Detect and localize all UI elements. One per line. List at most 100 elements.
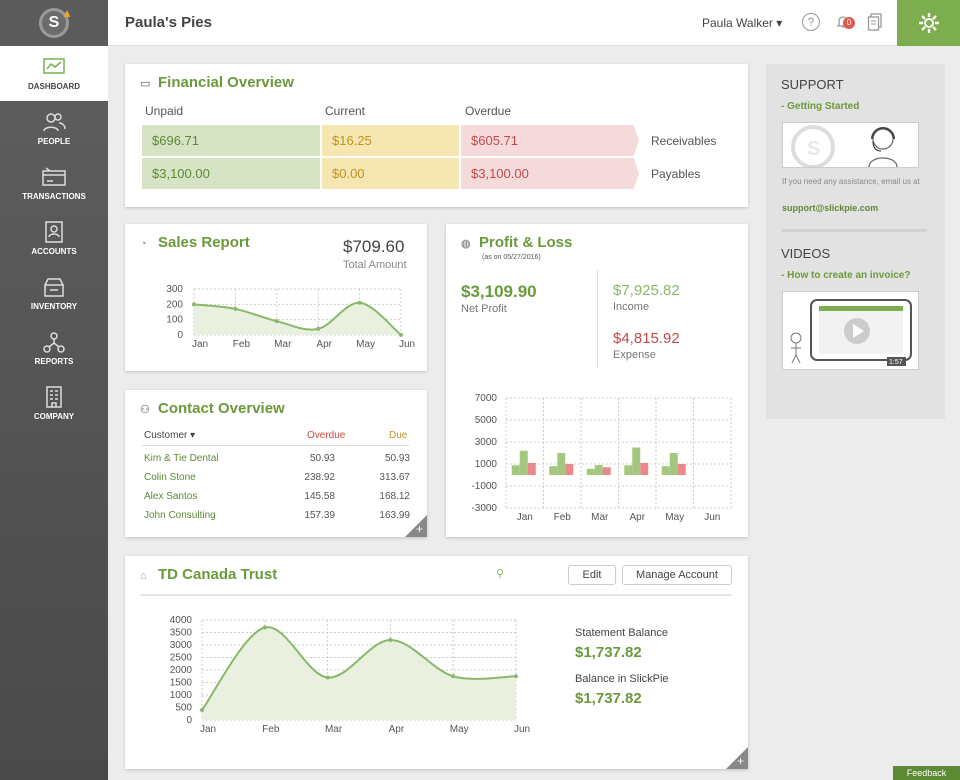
support-agent-image[interactable]: S — [782, 122, 919, 169]
x-tick-label: May — [665, 512, 684, 523]
income-bar — [632, 447, 641, 475]
nav-people[interactable]: PEOPLE — [0, 101, 108, 156]
profit-loss-chart: 7000 5000 3000 1000 -1000 -3000 Jan Feb Mar Apr Ma… — [471, 393, 732, 523]
video-link[interactable]: - How to create an invoice? — [781, 270, 911, 281]
payables-overdue[interactable]: $3,100.00 — [461, 158, 639, 189]
contact-overdue: 157.39 — [304, 510, 335, 521]
manage-account-button[interactable]: Manage Account — [622, 565, 732, 585]
data-point — [233, 306, 238, 311]
contact-due: 168.12 — [379, 491, 410, 502]
help-icon[interactable]: ? — [802, 13, 820, 31]
x-tick-label: Jun — [399, 339, 415, 350]
data-point — [262, 625, 267, 630]
expense-bar — [602, 467, 611, 475]
card-title-text: Profit & Loss — [479, 234, 573, 251]
contact-name[interactable]: Kim & Tie Dental — [144, 453, 219, 464]
x-tick-label: Apr — [629, 512, 645, 523]
contact-due: 163.99 — [379, 510, 410, 521]
nav-dashboard[interactable]: DASHBOARD — [0, 46, 108, 101]
video-thumbnail[interactable]: 1:57 — [782, 291, 919, 370]
svg-text:S: S — [807, 138, 820, 160]
nav-label: INVENTORY — [30, 302, 78, 311]
expense-label: Expense — [613, 349, 656, 361]
nav-inventory[interactable]: INVENTORY — [0, 266, 108, 321]
contact-overdue: 50.93 — [309, 453, 335, 464]
nav-reports[interactable]: REPORTS — [0, 321, 108, 376]
y-tick-label: 3000 — [170, 640, 193, 651]
support-agent-icon: S — [791, 125, 898, 169]
nav-transactions[interactable]: TRANSACTIONS — [0, 156, 108, 211]
income-value: $7,925.82 — [613, 282, 680, 299]
y-tick-label: 5000 — [475, 415, 498, 426]
y-tick-label: 3000 — [475, 437, 498, 448]
company-icon — [41, 386, 67, 408]
bank-icon: ⌂ — [140, 570, 147, 582]
feedback-label: Feedback — [906, 768, 947, 778]
data-point — [388, 638, 393, 642]
settings-gear-icon[interactable] — [897, 0, 960, 46]
income-bar — [519, 450, 528, 475]
profit-loss-icon: ◍ — [461, 238, 471, 250]
x-tick-label: Apr — [316, 339, 332, 350]
expense-bar — [527, 462, 536, 475]
income-bar — [594, 465, 603, 475]
nav-company[interactable]: COMPANY — [0, 376, 108, 431]
nav-accounts[interactable]: ACCOUNTS — [0, 211, 108, 266]
slickpie-logo[interactable]: S ▲ — [0, 0, 108, 46]
y-tick-label: 7000 — [475, 393, 498, 404]
top-bar: S ▲ Paula's Pies Paula Walker ▾ ? 0 — [0, 0, 960, 46]
card-title-text: Sales Report — [158, 234, 250, 251]
y-tick-label: 500 — [175, 703, 192, 714]
net-profit-value: $3,109.90 — [461, 282, 537, 301]
contact-name[interactable]: Colin Stone — [144, 472, 196, 483]
x-tick-label: May — [450, 724, 469, 735]
documents-icon[interactable] — [866, 13, 884, 31]
expand-corner-button[interactable]: + — [726, 747, 748, 769]
receivables-current[interactable]: $16.25 — [322, 125, 459, 156]
contact-due: 50.93 — [384, 453, 410, 464]
y-tick-label: 100 — [166, 315, 183, 326]
y-tick-label: 4000 — [170, 615, 193, 626]
dashboard-icon — [41, 56, 67, 78]
money-icon: ▭ — [140, 78, 151, 90]
getting-started-link[interactable]: - Getting Started — [781, 101, 860, 112]
contact-name[interactable]: John Consulting — [144, 510, 216, 521]
transactions-icon — [41, 166, 67, 188]
table-divider — [142, 445, 409, 446]
notification-badge: 0 — [843, 17, 855, 29]
contact-overdue: 238.92 — [304, 472, 335, 483]
card-title-text: Contact Overview — [158, 400, 285, 417]
y-tick-label: 200 — [166, 299, 183, 310]
income-bar — [549, 466, 558, 475]
edit-button[interactable]: Edit — [568, 565, 616, 585]
contact-name[interactable]: Alex Santos — [144, 491, 198, 502]
customer-column-header[interactable]: Customer ▾ — [144, 430, 196, 441]
payables-current[interactable]: $0.00 — [322, 158, 459, 189]
payables-unpaid[interactable]: $3,100.00 — [142, 158, 320, 189]
video-duration: 1:57 — [889, 359, 903, 366]
nav-label: PEOPLE — [37, 137, 71, 146]
slickpie-balance-value: $1,737.82 — [575, 690, 642, 707]
receivables-unpaid[interactable]: $696.71 — [142, 125, 320, 156]
videos-heading: VIDEOS — [781, 246, 831, 261]
expand-corner-button[interactable]: + — [405, 515, 427, 537]
contact-overview-card: ⚇ Contact Overview Customer ▾ Overdue Due… — [125, 390, 427, 537]
contacts-icon: ⚇ — [140, 404, 150, 416]
notifications-icon[interactable]: 0 — [834, 13, 855, 31]
support-email-link[interactable]: support@slickpie.com — [782, 203, 879, 213]
y-tick-label: 1500 — [170, 678, 193, 689]
receivables-overdue[interactable]: $605.71 — [461, 125, 639, 156]
current-header: Current — [325, 104, 366, 118]
sales-chart: 300 200 100 0 Jan Feb Mar Apr May Jun — [166, 284, 415, 350]
income-label: Income — [613, 301, 650, 313]
y-tick-label: -1000 — [471, 481, 497, 492]
data-point — [316, 326, 321, 331]
user-menu[interactable]: Paula Walker ▾ — [702, 16, 783, 30]
search-icon[interactable]: ⚲ — [496, 568, 505, 580]
feedback-button[interactable]: Feedback — [893, 766, 960, 780]
x-tick-label: Feb — [233, 339, 251, 350]
data-point — [274, 319, 279, 324]
profit-loss-title: ◍ Profit & Loss — [461, 234, 572, 251]
income-bar — [586, 468, 595, 475]
y-tick-label: -3000 — [471, 503, 497, 514]
